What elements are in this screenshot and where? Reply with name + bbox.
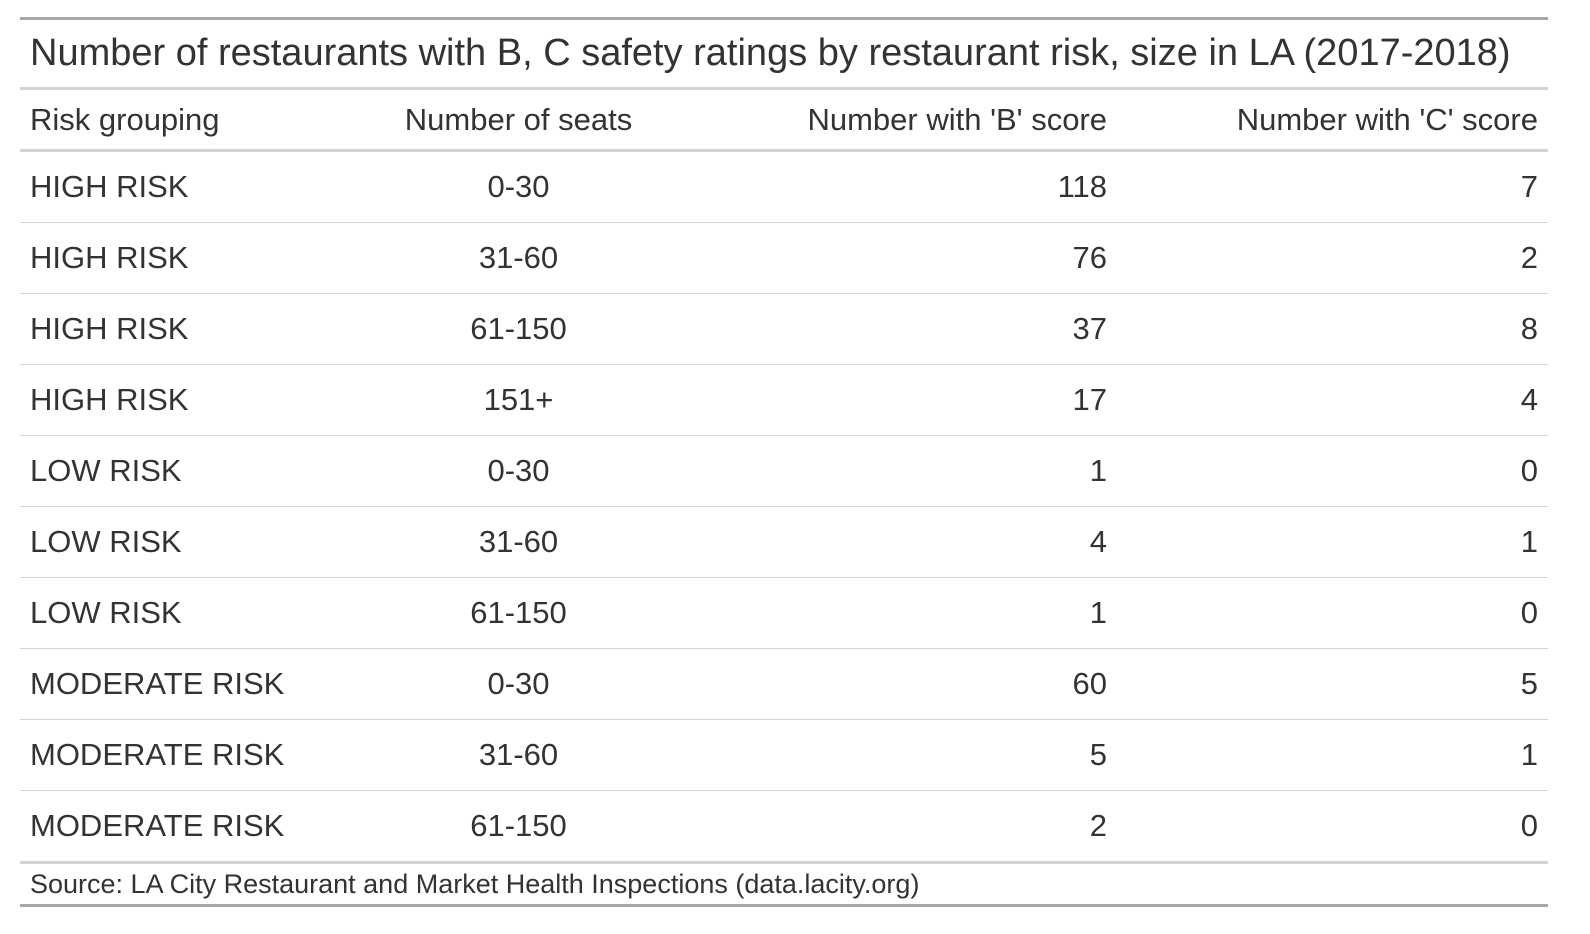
table-row: LOW RISK 31-60 4 1 (20, 506, 1548, 578)
column-header-b-score: Number with 'B' score (697, 90, 1117, 152)
column-header-risk-grouping: Risk grouping (20, 90, 340, 152)
cell-number-of-seats: 0-30 (340, 648, 697, 720)
cell-risk-grouping: LOW RISK (20, 577, 340, 649)
table-row: LOW RISK 0-30 1 0 (20, 435, 1548, 507)
cell-c-score: 0 (1117, 790, 1548, 864)
table-row: HIGH RISK 61-150 37 8 (20, 293, 1548, 365)
cell-c-score: 0 (1117, 435, 1548, 507)
cell-risk-grouping: MODERATE RISK (20, 790, 340, 864)
top-rule (20, 17, 1548, 20)
cell-risk-grouping: HIGH RISK (20, 222, 340, 294)
cell-b-score: 76 (697, 222, 1117, 294)
column-header-number-of-seats: Number of seats (340, 90, 697, 152)
cell-c-score: 8 (1117, 293, 1548, 365)
cell-c-score: 1 (1117, 506, 1548, 578)
cell-risk-grouping: HIGH RISK (20, 150, 340, 223)
table-row: MODERATE RISK 61-150 2 0 (20, 790, 1548, 864)
cell-b-score: 4 (697, 506, 1117, 578)
cell-b-score: 37 (697, 293, 1117, 365)
cell-c-score: 7 (1117, 150, 1548, 223)
cell-number-of-seats: 0-30 (340, 435, 697, 507)
cell-risk-grouping: HIGH RISK (20, 293, 340, 365)
cell-b-score: 5 (697, 719, 1117, 791)
cell-b-score: 118 (697, 150, 1117, 223)
table-row: HIGH RISK 31-60 76 2 (20, 222, 1548, 294)
cell-number-of-seats: 61-150 (340, 577, 697, 649)
table-title: Number of restaurants with B, C safety r… (20, 20, 1548, 90)
data-table-container: Number of restaurants with B, C safety r… (20, 17, 1548, 907)
cell-number-of-seats: 61-150 (340, 293, 697, 365)
cell-number-of-seats: 31-60 (340, 506, 697, 578)
cell-risk-grouping: LOW RISK (20, 435, 340, 507)
table-row: HIGH RISK 151+ 17 4 (20, 364, 1548, 436)
data-table: Risk grouping Number of seats Number wit… (20, 90, 1548, 864)
cell-risk-grouping: LOW RISK (20, 506, 340, 578)
table-row: MODERATE RISK 31-60 5 1 (20, 719, 1548, 791)
cell-risk-grouping: MODERATE RISK (20, 648, 340, 720)
cell-b-score: 2 (697, 790, 1117, 864)
cell-c-score: 4 (1117, 364, 1548, 436)
cell-c-score: 2 (1117, 222, 1548, 294)
cell-number-of-seats: 0-30 (340, 150, 697, 223)
table-row: HIGH RISK 0-30 118 7 (20, 150, 1548, 223)
cell-b-score: 17 (697, 364, 1117, 436)
cell-number-of-seats: 31-60 (340, 222, 697, 294)
table-row: LOW RISK 61-150 1 0 (20, 577, 1548, 649)
table-body: HIGH RISK 0-30 118 7 HIGH RISK 31-60 76 2 HIGH R… (20, 150, 1548, 864)
cell-c-score: 0 (1117, 577, 1548, 649)
cell-b-score: 60 (697, 648, 1117, 720)
source-note: Source: LA City Restaurant and Market He… (20, 864, 1548, 907)
header-row: Risk grouping Number of seats Number wit… (20, 90, 1548, 152)
cell-number-of-seats: 61-150 (340, 790, 697, 864)
cell-number-of-seats: 151+ (340, 364, 697, 436)
cell-c-score: 5 (1117, 648, 1548, 720)
cell-b-score: 1 (697, 577, 1117, 649)
cell-risk-grouping: MODERATE RISK (20, 719, 340, 791)
cell-c-score: 1 (1117, 719, 1548, 791)
cell-risk-grouping: HIGH RISK (20, 364, 340, 436)
cell-number-of-seats: 31-60 (340, 719, 697, 791)
column-header-c-score: Number with 'C' score (1117, 90, 1548, 152)
cell-b-score: 1 (697, 435, 1117, 507)
table-row: MODERATE RISK 0-30 60 5 (20, 648, 1548, 720)
